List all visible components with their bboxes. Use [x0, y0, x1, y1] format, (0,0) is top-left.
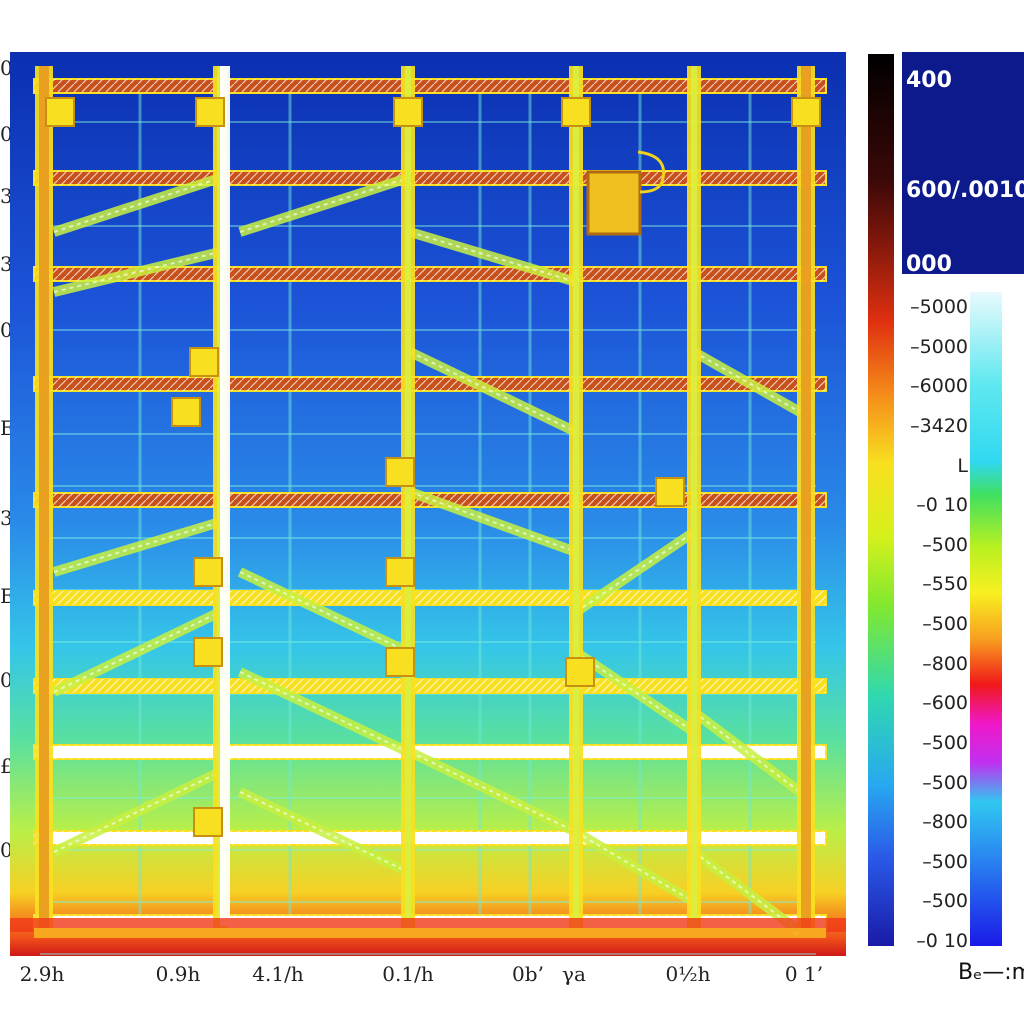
y-tick-label: 3 — [0, 184, 10, 208]
x-tick-label: 0.9h — [155, 962, 201, 986]
colorbar-tick-label: L — [957, 454, 968, 477]
diagonal-brace — [573, 647, 697, 737]
colorbar-tick-label: –500 — [922, 850, 968, 873]
colorbar-tick-label: –500 — [922, 613, 968, 635]
colorbar-tick-label: –3420 — [910, 414, 968, 437]
steel-frame-overlay — [10, 66, 846, 955]
x-tick-label: 0½h — [665, 962, 711, 986]
joint-plate — [565, 657, 595, 687]
column-core — [573, 66, 579, 930]
colorbar-outer-tick: 000 — [906, 252, 952, 277]
y-tick-label: 0 — [0, 318, 10, 342]
white-column — [220, 66, 230, 926]
colorbar-tick-label: –550 — [922, 573, 968, 596]
beam-hatching — [34, 79, 826, 93]
colorbar-tick-label: –800 — [922, 652, 968, 675]
x-tick-label: γa — [562, 962, 586, 986]
joint-plate — [193, 557, 223, 587]
brace-lacing — [239, 177, 409, 233]
y-tick-label: £ — [0, 754, 10, 778]
colorbar-tick-label: –500 — [922, 533, 968, 556]
equipment-block — [586, 170, 642, 236]
joint-plate — [385, 647, 415, 677]
colorbar-tick-label: –6000 — [910, 375, 968, 398]
joint-plate — [655, 477, 685, 507]
joint-plate — [189, 347, 219, 377]
colorbar-tick-label: –500 — [922, 890, 968, 913]
base-plate — [34, 928, 826, 938]
brace-lacing — [239, 791, 409, 873]
heatmap-plot-area — [10, 52, 846, 956]
colorbar-outer — [868, 54, 894, 946]
joint-plate — [195, 97, 225, 127]
equipment-cable — [637, 150, 665, 194]
colorbar-tick-label: –5000 — [910, 296, 968, 318]
diagonal-brace — [573, 527, 697, 617]
colorbar-outer-label-box — [902, 52, 1024, 274]
joint-plate — [791, 97, 821, 127]
colorbar-tick-label: –500 — [922, 771, 968, 794]
joint-plate — [393, 97, 423, 127]
brace-lacing — [409, 751, 577, 833]
column-core — [405, 66, 411, 930]
brace-lacing — [53, 177, 221, 233]
joint-plate — [193, 807, 223, 837]
beam-hatching — [34, 591, 826, 605]
colorbar-tick-label: –800 — [922, 811, 968, 834]
y-tick-label: 3 — [0, 506, 10, 530]
x-tick-label: 4.1/h — [252, 962, 304, 986]
brace-lacing — [409, 491, 577, 553]
colorbar-label: Bₑ—:m — [958, 960, 1024, 985]
colorbar-inner — [970, 292, 1002, 946]
beam-hatching — [34, 171, 826, 185]
x-tick-label: 0 1’ — [784, 962, 824, 986]
beam-hatching — [34, 377, 826, 391]
beam-hatching — [34, 267, 826, 281]
y-tick-label: 0 — [0, 56, 10, 80]
y-tick-label: E — [0, 416, 10, 440]
y-tick-label: E — [0, 584, 10, 608]
brace-lacing — [239, 671, 409, 753]
x-tick-label: 0.1/h — [382, 962, 434, 986]
colorbar-outer-tick: 600/.0010 — [906, 178, 1024, 203]
column-core — [39, 66, 49, 930]
colorbar-tick-label: –500 — [922, 731, 968, 754]
x-tick-label: 0b’ — [512, 962, 544, 986]
brace-lacing — [575, 831, 695, 903]
brace-lacing — [53, 521, 221, 573]
joint-plate — [385, 457, 415, 487]
joint-plate — [45, 97, 75, 127]
colorbar-tick-label: –600 — [922, 692, 968, 715]
joint-plate — [561, 97, 591, 127]
beam-hatching — [34, 831, 826, 845]
x-tick-label: 2.9h — [19, 962, 65, 986]
colorbar-tick-label: –0 10 — [916, 930, 968, 952]
colorbar-tick-label: –5000 — [910, 335, 968, 358]
beam-hatching — [34, 745, 826, 759]
brace-lacing — [53, 771, 221, 853]
diagonal-brace — [691, 347, 803, 417]
joint-plate — [171, 397, 201, 427]
brace-lacing — [239, 571, 409, 653]
column-core — [801, 66, 811, 930]
brace-lacing — [409, 231, 577, 283]
joint-plate — [385, 557, 415, 587]
brace-lacing — [693, 711, 801, 793]
y-tick-label: 0 — [0, 668, 10, 692]
y-tick-label: 0 — [0, 838, 10, 862]
colorbar-outer-tick: 400 — [906, 68, 952, 93]
brace-lacing — [693, 851, 801, 933]
brace-lacing — [53, 611, 221, 693]
joint-plate — [193, 637, 223, 667]
beam-hatching — [34, 679, 826, 693]
colorbar-tick-label: –0 10 — [916, 494, 968, 517]
column-core — [691, 66, 697, 930]
y-tick-label: 0 — [0, 122, 10, 146]
brace-lacing — [409, 351, 577, 433]
y-tick-label: 3 — [0, 252, 10, 276]
diagonal-brace — [52, 247, 222, 297]
